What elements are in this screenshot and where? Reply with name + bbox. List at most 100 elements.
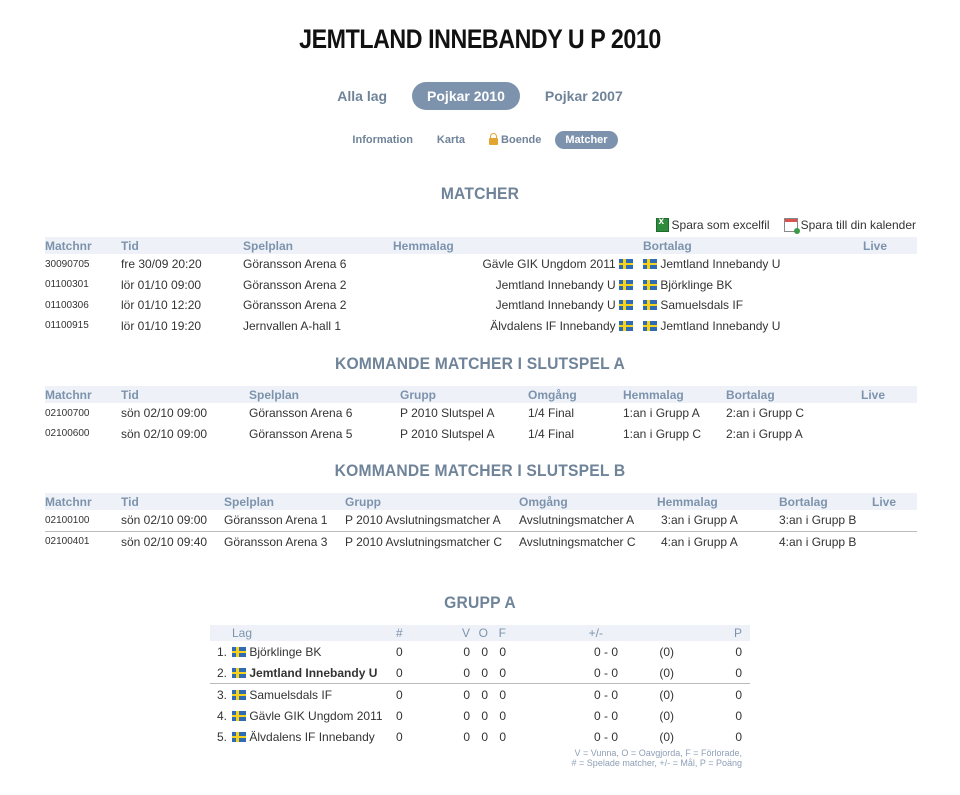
col-header: Hemmalag: [657, 493, 779, 510]
home-team[interactable]: Jemtland Innebandy U: [393, 275, 643, 296]
section-title-grupp-a: GRUPP A: [444, 593, 516, 612]
rank: 5.: [216, 729, 227, 744]
points: 0: [735, 687, 742, 702]
match-venue[interactable]: Göransson Arena 3: [224, 534, 328, 549]
lost: 0: [488, 662, 506, 684]
col-header: Live: [861, 386, 917, 403]
rank: 3.: [216, 687, 227, 702]
table-row[interactable]: 02100700 sön 02/10 09:00 Göransson Arena…: [45, 403, 917, 424]
team-name: Gävle GIK Ungdom 2011: [249, 708, 383, 723]
match-venue[interactable]: Jernvallen A-hall 1: [243, 318, 342, 333]
match-venue[interactable]: Göransson Arena 2: [243, 298, 347, 313]
goals: 0 - 0: [506, 662, 618, 684]
table-row[interactable]: 02100600 sön 02/10 09:00 Göransson Arena…: [45, 424, 917, 445]
away-team[interactable]: Samuelsdals IF: [643, 295, 863, 316]
match-time: sön 02/10 09:00: [121, 510, 224, 532]
col-header: Omgång: [519, 493, 657, 510]
sweden-flag-icon: [232, 731, 246, 742]
away-team: 2:an i Grupp A: [726, 426, 803, 441]
match-group[interactable]: P 2010 Slutspel A: [400, 406, 495, 421]
col-header: Tid: [121, 386, 249, 403]
standings-row[interactable]: 2. Jemtland Innebandy U 0 0 0 0 0 - 0 (0…: [210, 662, 750, 684]
match-number: 01100915: [45, 320, 89, 332]
home-team-name: Gävle GIK Ungdom 2011: [482, 257, 616, 272]
table-row[interactable]: 02100401 sön 02/10 09:40 Göransson Arena…: [45, 531, 917, 552]
calendar-icon: [783, 218, 800, 234]
match-venue[interactable]: Göransson Arena 1: [224, 510, 345, 532]
team[interactable]: Samuelsdals IF: [232, 684, 396, 706]
home-team-name: Jemtland Innebandy U: [495, 277, 616, 292]
match-group[interactable]: P 2010 Slutspel A: [400, 426, 495, 441]
match-number: 01100306: [45, 299, 89, 311]
lost: 0: [499, 687, 506, 702]
home-team[interactable]: Gävle GIK Ungdom 2011: [393, 254, 643, 275]
tab-pojkar-2007[interactable]: Pojkar 2007: [544, 88, 623, 104]
tab-boende[interactable]: Boende: [479, 131, 551, 149]
table-row[interactable]: 01100306 lör 01/10 12:20 Göransson Arena…: [45, 295, 917, 316]
goals: 0 - 0: [593, 708, 618, 723]
match-time: lör 01/10 19:20: [121, 318, 202, 333]
away-team[interactable]: Jemtland Innebandy U: [643, 254, 863, 275]
legend-line: # = Spelade matcher, +/- = Mål, P = Poän…: [571, 758, 742, 768]
col-header: Hemmalag: [393, 237, 643, 254]
team-name: Björklinge BK: [249, 644, 322, 659]
match-round: Avslutningsmatcher A: [519, 510, 657, 532]
away-team: 4:an i Grupp B: [779, 534, 857, 549]
col-header: Live: [863, 237, 917, 254]
excel-icon: [655, 216, 669, 232]
tab-alla-lag[interactable]: Alla lag: [337, 88, 388, 104]
standings-row[interactable]: 1. Björklinge BK 0 0 0 0 0 - 0 (0) 0: [210, 641, 750, 662]
goal-diff: (0): [659, 687, 674, 702]
team[interactable]: Björklinge BK: [232, 641, 396, 662]
home-team: 1:an i Grupp A: [623, 406, 700, 421]
calendar-export-link[interactable]: Spara till din kalender: [783, 218, 916, 234]
standings-row[interactable]: 5. Älvdalens IF Innebandy 0 0 0 0 0 - 0 …: [210, 726, 750, 747]
table-row[interactable]: 01100301 lör 01/10 09:00 Göransson Arena…: [45, 275, 917, 296]
live-cell: [863, 275, 917, 296]
standings-row[interactable]: 4. Gävle GIK Ungdom 2011 0 0 0 0 0 - 0 (…: [210, 705, 750, 726]
team[interactable]: Älvdalens IF Innebandy: [232, 726, 396, 747]
col-header: Grupp: [345, 493, 519, 510]
lost: 0: [499, 708, 506, 723]
home-team[interactable]: Älvdalens IF Innebandy: [393, 316, 643, 337]
match-venue[interactable]: Göransson Arena 2: [243, 277, 347, 292]
live-cell: [861, 424, 917, 445]
sub-nav: Information Karta Boende Matcher: [0, 131, 960, 149]
excel-export-link[interactable]: Spara som excelfil: [655, 216, 770, 232]
match-venue[interactable]: Göransson Arena 6: [249, 406, 353, 421]
points: 0: [735, 708, 742, 723]
standings-row[interactable]: 3. Samuelsdals IF 0 0 0 0 0 - 0 (0) 0: [210, 684, 750, 706]
col-header: Bortalag: [726, 386, 861, 403]
tab-information[interactable]: Information: [352, 134, 413, 146]
tab-matcher[interactable]: Matcher: [555, 131, 618, 149]
table-row[interactable]: 02100100 sön 02/10 09:00 Göransson Arena…: [45, 510, 917, 532]
tab-karta[interactable]: Karta: [436, 134, 466, 146]
col-header-points: P: [678, 625, 750, 641]
sweden-flag-icon: [619, 320, 633, 331]
team[interactable]: Jemtland Innebandy U: [232, 662, 396, 684]
tab-pojkar-2010[interactable]: Pojkar 2010: [412, 82, 520, 110]
won: 0: [463, 729, 470, 744]
away-team[interactable]: Jemtland Innebandy U: [643, 316, 863, 337]
table-row[interactable]: 30090705 fre 30/09 20:20 Göransson Arena…: [45, 254, 917, 275]
table-row[interactable]: 01100915 lör 01/10 19:20 Jernvallen A-ha…: [45, 316, 917, 337]
match-group[interactable]: P 2010 Avslutningsmatcher C: [345, 534, 502, 549]
match-time: sön 02/10 09:00: [121, 406, 208, 421]
sweden-flag-icon: [643, 300, 657, 311]
home-team[interactable]: Jemtland Innebandy U: [393, 295, 643, 316]
match-venue[interactable]: Göransson Arena 6: [243, 257, 347, 272]
col-header: Tid: [121, 237, 243, 254]
goals: 0 - 0: [593, 729, 618, 744]
away-team: 2:an i Grupp C: [726, 406, 805, 421]
team[interactable]: Gävle GIK Ungdom 2011: [232, 705, 396, 726]
goal-diff: (0): [659, 729, 674, 744]
match-venue[interactable]: Göransson Arena 5: [249, 426, 353, 441]
away-team[interactable]: Björklinge BK: [643, 275, 863, 296]
goals: 0 - 0: [593, 644, 618, 659]
table-header-row: Matchnr Tid Spelplan Grupp Omgång Hemmal…: [45, 386, 917, 403]
match-group[interactable]: P 2010 Avslutningsmatcher A: [345, 510, 519, 532]
goal-diff: (0): [659, 644, 674, 659]
match-time: fre 30/09 20:20: [121, 257, 202, 272]
draw: 0: [481, 708, 488, 723]
live-cell: [872, 510, 917, 532]
